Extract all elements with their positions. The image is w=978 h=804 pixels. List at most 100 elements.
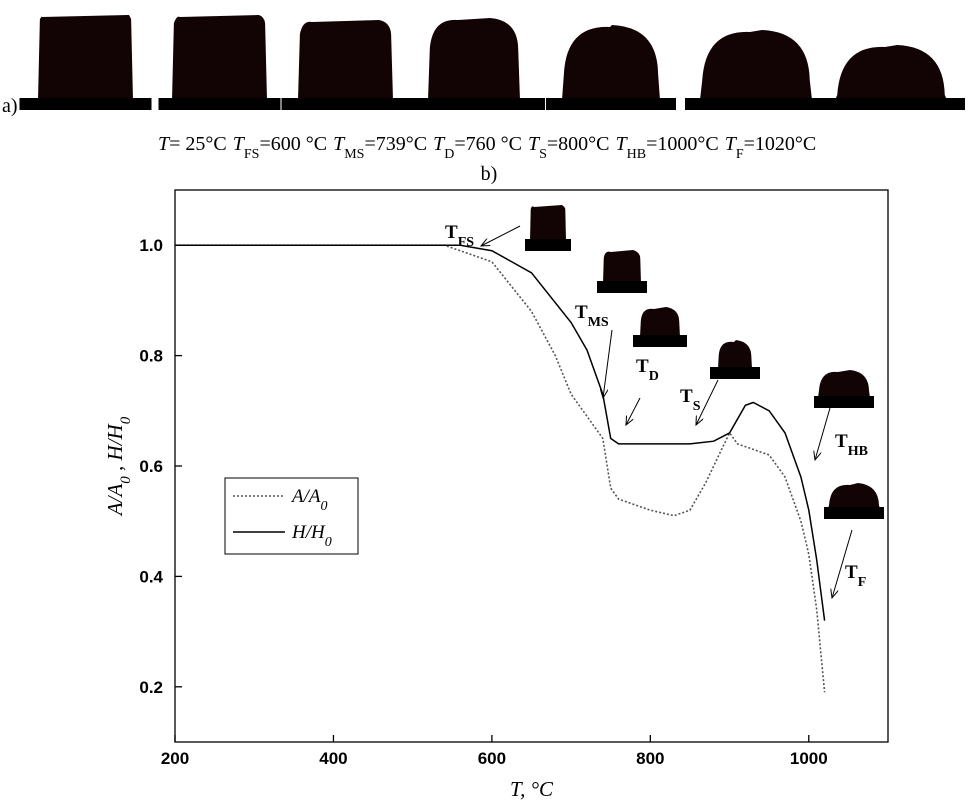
caption: THB=1000°C bbox=[615, 133, 718, 162]
sample-silhouette bbox=[428, 18, 520, 100]
data-line bbox=[175, 244, 826, 693]
subscript: FS bbox=[244, 147, 260, 162]
text-run: =800°C bbox=[547, 133, 610, 155]
subscript: MS bbox=[588, 315, 609, 330]
caption: T= 25°C bbox=[158, 133, 227, 155]
text-run: =760 °C bbox=[454, 133, 522, 155]
text-run: T bbox=[636, 356, 649, 377]
annotation-arrow bbox=[832, 529, 853, 598]
sample-silhouette bbox=[828, 483, 880, 509]
sample-base bbox=[710, 367, 760, 379]
x-axis-label: T, °C bbox=[510, 777, 554, 801]
subscript: 0 bbox=[118, 416, 134, 424]
text-run: T bbox=[333, 133, 346, 155]
panel-label: b) bbox=[481, 163, 498, 185]
y-tick-label: 0.4 bbox=[139, 567, 163, 586]
subscript: FS bbox=[458, 235, 475, 250]
sample-silhouette bbox=[172, 15, 267, 100]
y-tick-label: 0.2 bbox=[139, 678, 163, 697]
subscript: MS bbox=[344, 147, 364, 162]
text-run: A/A bbox=[103, 484, 127, 518]
caption: TF=1020°C bbox=[725, 133, 817, 162]
text-run: = 25°C bbox=[169, 133, 227, 155]
text-run: =739°C bbox=[364, 133, 427, 155]
text-run: T bbox=[433, 133, 446, 155]
sample-base bbox=[158, 98, 281, 110]
text-run: T bbox=[615, 133, 628, 155]
text-run: =1000°C bbox=[646, 133, 719, 155]
caption: TFS=600 °C bbox=[233, 133, 327, 162]
subscript: F bbox=[858, 575, 867, 590]
legend-label: A/A0 bbox=[290, 486, 328, 514]
text-run: , H/H bbox=[103, 422, 127, 476]
text-run: =600 °C bbox=[259, 133, 327, 155]
annotation: TMS bbox=[575, 302, 609, 330]
sample-silhouette bbox=[718, 340, 752, 369]
text-run: T bbox=[845, 562, 858, 583]
caption: TS=800°C bbox=[528, 133, 610, 162]
sample-silhouette bbox=[38, 15, 133, 100]
sample-base bbox=[817, 98, 965, 110]
subscript: D bbox=[649, 369, 659, 384]
panel-label: a) bbox=[2, 95, 18, 117]
sample-silhouette bbox=[700, 30, 812, 100]
y-tick-label: 1.0 bbox=[139, 236, 163, 255]
data-line bbox=[175, 244, 826, 621]
text-run: T bbox=[680, 386, 693, 407]
sample-silhouette bbox=[298, 20, 393, 100]
annotation-arrow bbox=[481, 225, 521, 246]
y-axis-label: A/A0 , H/H0 bbox=[103, 416, 134, 517]
subscript: F bbox=[736, 147, 744, 162]
legend-label: H/H0 bbox=[291, 522, 332, 550]
sample-base bbox=[633, 335, 687, 347]
subscript: S bbox=[539, 147, 547, 162]
sample-base bbox=[597, 281, 647, 293]
y-tick-label: 0.8 bbox=[139, 347, 163, 366]
sample-base bbox=[281, 98, 410, 110]
annotation-arrow bbox=[603, 329, 613, 398]
annotation-arrow bbox=[815, 407, 831, 460]
sample-silhouette bbox=[640, 307, 680, 337]
sample-base bbox=[824, 507, 884, 519]
y-tick-label: 0.6 bbox=[139, 457, 163, 476]
sample-silhouette bbox=[818, 370, 870, 398]
text-run: T bbox=[233, 133, 246, 155]
text-run: T bbox=[835, 431, 848, 452]
annotation: THB bbox=[835, 431, 868, 459]
caption-row: T= 25°C TFS=600 °C TMS=739°C TD=760 °C TS=80… bbox=[158, 133, 816, 162]
annotation: TS bbox=[680, 386, 701, 414]
annotation-arrow bbox=[696, 379, 719, 425]
sample-base bbox=[403, 98, 545, 110]
annotation: TF bbox=[845, 562, 866, 590]
annotation: TD bbox=[636, 356, 659, 384]
sample-base bbox=[525, 239, 571, 251]
subscript: HB bbox=[848, 444, 868, 459]
text-run: =1020°C bbox=[744, 133, 817, 155]
text-run: T bbox=[575, 302, 588, 323]
text-run: T bbox=[528, 133, 541, 155]
sample-base bbox=[814, 396, 874, 408]
legend-box bbox=[224, 477, 359, 555]
subscript: HB bbox=[627, 147, 646, 162]
sample-base bbox=[19, 98, 152, 110]
text-run: T bbox=[445, 222, 458, 243]
subscript: D bbox=[444, 147, 454, 162]
sample-silhouette bbox=[603, 250, 641, 283]
x-tick-label: 1000 bbox=[790, 749, 828, 768]
x-tick-label: 400 bbox=[319, 749, 347, 768]
x-tick-label: 800 bbox=[636, 749, 664, 768]
subscript: 0 bbox=[118, 476, 134, 484]
subscript: S bbox=[693, 399, 701, 414]
caption: TD=760 °C bbox=[433, 133, 522, 162]
annotation: TFS bbox=[445, 222, 474, 250]
x-tick-label: 200 bbox=[161, 749, 189, 768]
sample-base bbox=[685, 98, 827, 110]
sample-base bbox=[546, 98, 676, 110]
x-tick-label: 600 bbox=[478, 749, 506, 768]
text-run: T bbox=[158, 133, 171, 155]
annotation-arrow bbox=[626, 397, 641, 425]
text-run: T bbox=[725, 133, 738, 155]
sample-silhouette bbox=[562, 25, 660, 100]
sample-silhouette bbox=[530, 205, 566, 241]
